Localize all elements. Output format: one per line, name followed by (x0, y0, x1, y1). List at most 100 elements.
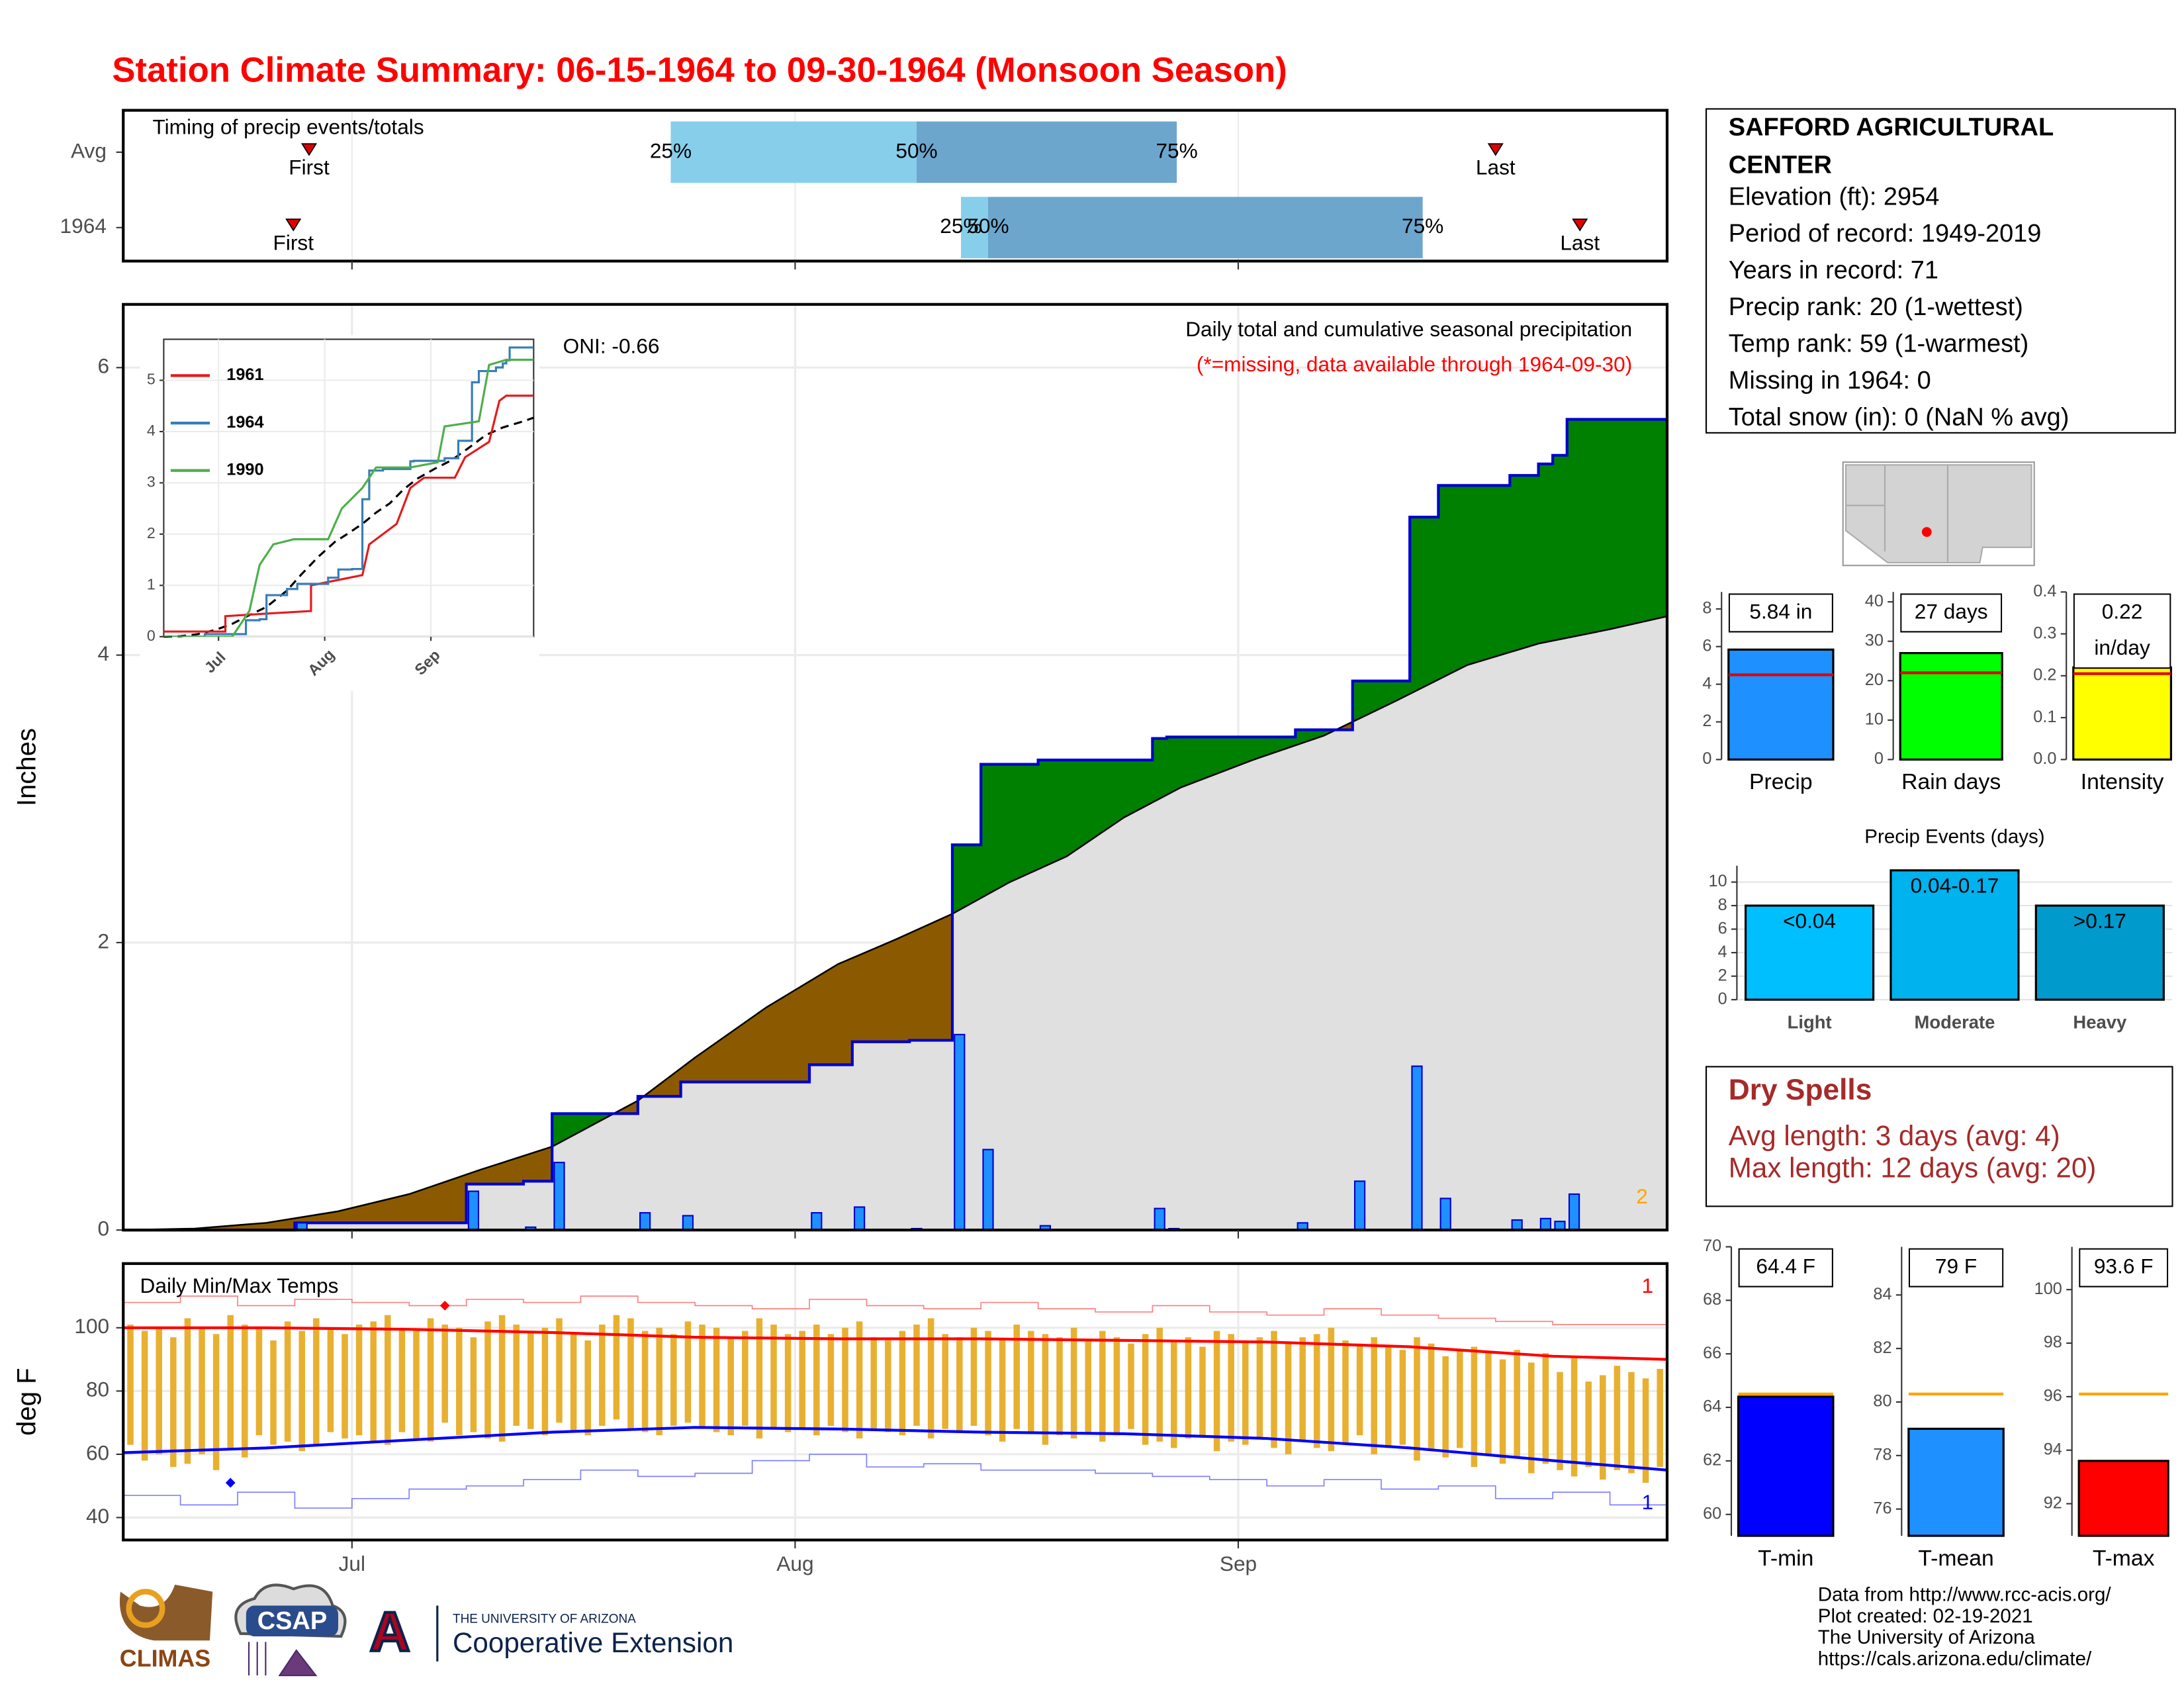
temp-range-bar (999, 1340, 1006, 1442)
temp-range-bar (1557, 1372, 1563, 1470)
daily-bar (1154, 1207, 1165, 1231)
row-label: Avg (71, 138, 107, 162)
record-high-line (123, 1295, 1668, 1325)
y-tick-label: 2 (1702, 712, 1711, 730)
event-marker (300, 143, 318, 156)
temp-range-bar (1013, 1325, 1020, 1429)
y-tick-label: 0 (1874, 749, 1884, 768)
temp-range-bar (1156, 1327, 1163, 1442)
series-line (163, 346, 534, 637)
temp-range-bar (1485, 1353, 1492, 1454)
temp-range-bar (255, 1327, 263, 1436)
normal-area (123, 616, 1667, 1231)
row-label: 1964 (60, 214, 107, 238)
y-tick-label: 5 (147, 371, 156, 388)
y-tick-label: 60 (86, 1440, 109, 1464)
temp-range-bar (1314, 1334, 1320, 1448)
temp-range-bar (584, 1340, 591, 1436)
footer-line: The University of Arizona (1818, 1626, 2036, 1648)
temp-range-bar (1070, 1327, 1077, 1439)
y-tick-label: 80 (86, 1378, 109, 1401)
temp-range-bar (1471, 1346, 1478, 1468)
normal-line (123, 615, 1668, 1231)
y-tick-label: 100 (2034, 1280, 2062, 1298)
temp-range-bar (1185, 1337, 1192, 1439)
temp-range-bar (1600, 1375, 1606, 1480)
temp-range-bar (556, 1318, 563, 1423)
y-tick-label: 92 (2044, 1493, 2062, 1512)
y-tick-label: 100 (74, 1314, 109, 1338)
y-tick-label: 8 (1702, 599, 1711, 618)
temp-range-bar (1499, 1359, 1506, 1464)
temp-range-bar (1299, 1337, 1306, 1442)
temp-range-bar (456, 1327, 463, 1436)
temp-range-bar (1585, 1382, 1592, 1468)
y-tick-label: 2 (98, 929, 110, 953)
temp-range-bar (427, 1318, 434, 1442)
y-tick-label: 2 (1718, 966, 1727, 984)
y-tick-label: 60 (1703, 1504, 1721, 1523)
temp-range-bar (227, 1315, 234, 1448)
daily-bar (682, 1215, 694, 1231)
quartile-label: 50% (967, 214, 1009, 238)
value-label: <0.04 (1783, 909, 1836, 933)
temp-range-bar (870, 1337, 877, 1429)
temp-range-bar (927, 1318, 934, 1439)
temp-range-bar (270, 1340, 277, 1445)
station-line: Total snow (in): 0 (NaN % avg) (1729, 403, 2070, 431)
y-tick-label: 78 (1873, 1446, 1891, 1464)
daily-bar (1411, 1065, 1423, 1231)
y-tick-label: 0.0 (2033, 749, 2056, 768)
y-tick-label: 6 (98, 354, 110, 378)
chart-title: Daily total and cumulative seasonal prec… (1185, 317, 1632, 341)
value-label: >0.17 (2073, 909, 2126, 933)
label-holder: 64.4 F (1738, 1248, 1833, 1288)
quartile-label: 75% (1156, 138, 1197, 162)
dry-spell-line: Avg length: 3 days (avg: 4) (1729, 1120, 2060, 1151)
climas-sun (126, 1589, 165, 1628)
temp-range-bar (1171, 1340, 1177, 1448)
temp-range-bar (970, 1327, 978, 1426)
station-line: Precip rank: 20 (1-wettest) (1729, 293, 2023, 321)
bar (1889, 869, 2020, 1001)
y-tick-label: 40 (1865, 592, 1884, 610)
station-line: Missing in 1964: 0 (1729, 367, 1931, 395)
footer-line: Plot created: 02-19-2021 (1818, 1605, 2033, 1627)
temp-range-bar (127, 1325, 134, 1445)
quartile-bar (670, 121, 917, 183)
temp-range-bar (570, 1334, 577, 1432)
value-label: 5.84 in (1728, 593, 1833, 633)
temp-range-bar (1285, 1343, 1292, 1454)
bar (2034, 904, 2165, 1001)
temp-range-bar (827, 1334, 835, 1426)
x-tick-label: Rain days (1901, 769, 2001, 794)
temp-range-bar (627, 1318, 634, 1429)
temp-range-bar (1328, 1327, 1335, 1452)
daily-bar (811, 1212, 823, 1231)
temp-range-bar (1657, 1368, 1663, 1468)
temp-range-bar (341, 1334, 348, 1439)
x-tick-label: T-min (1758, 1546, 1813, 1571)
series-line (163, 358, 534, 637)
x-tick-label: T-max (2093, 1546, 2155, 1571)
y-tick-label: 4 (1702, 674, 1711, 692)
footer-line: Data from http://www.rcc-acis.org/ (1818, 1584, 2112, 1606)
bar (1727, 648, 1835, 761)
station-box (1705, 108, 2176, 434)
y-axis-label: deg F (12, 1368, 41, 1435)
temp-range-bar (1642, 1378, 1649, 1483)
label-holder: 0.22 in/day (2073, 593, 2171, 669)
y-tick-label: 0.1 (2033, 708, 2056, 726)
label-holder: 5.84 in (1728, 593, 1833, 633)
temp-range-bar (385, 1315, 391, 1445)
temp-range-bar (141, 1331, 148, 1461)
temp-range-bar (756, 1318, 763, 1439)
corner-label: 2 (1636, 1184, 1648, 1208)
daily-bar (1353, 1180, 1366, 1231)
temp-range-bar (370, 1321, 377, 1442)
y-tick-label: 96 (2044, 1387, 2062, 1405)
legend-label: 1961 (226, 365, 263, 384)
temp-range-bar (1028, 1331, 1034, 1432)
station-name: SAFFORD AGRICULTURAL CENTER (1728, 113, 2054, 179)
